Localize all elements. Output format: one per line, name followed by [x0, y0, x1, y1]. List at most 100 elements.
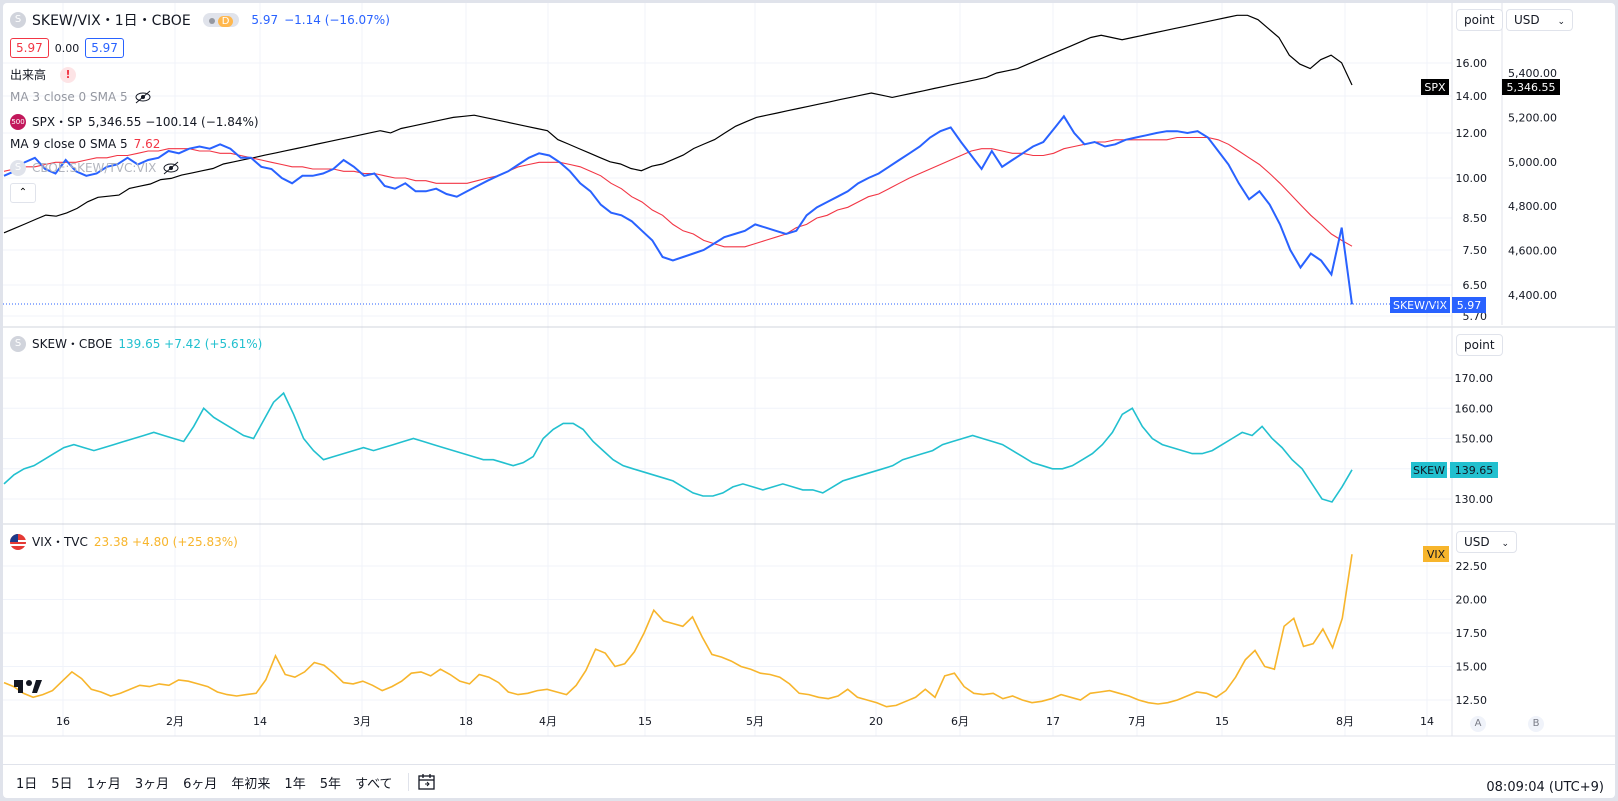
- spx-series-tag: [1421, 79, 1449, 95]
- ask-price[interactable]: 5.97: [85, 38, 124, 58]
- vix-axis-tick: 20.00: [1456, 594, 1488, 607]
- range-button[interactable]: 6ヶ月: [183, 776, 218, 792]
- vix-line[interactable]: [3, 554, 1353, 708]
- spx-value: 5,346.55 −100.14 (−1.84%): [87, 114, 259, 129]
- skew-axis-tick: 170.00: [1455, 372, 1494, 385]
- time-axis-tick: 16: [56, 715, 70, 728]
- spx-axis-tick: 4,400.00: [1508, 289, 1557, 302]
- usd-currency-button[interactable]: USD ⌄: [1506, 9, 1574, 31]
- time-axis-tick: 8月: [1336, 715, 1354, 728]
- hidden-eye-icon[interactable]: [162, 161, 180, 175]
- skew-axis-tick: 160.00: [1455, 402, 1494, 415]
- spx-series-tag-text: SPX: [1424, 81, 1446, 94]
- compare-row[interactable]: S CBOE:SKEW/TVC:VIX: [10, 160, 180, 176]
- warning-icon[interactable]: !: [60, 66, 77, 83]
- bid-price[interactable]: 5.97: [10, 38, 49, 58]
- ma9-value: 7.62: [133, 137, 161, 151]
- market-status-badge[interactable]: D: [202, 13, 240, 27]
- last-price: 5.97: [251, 13, 279, 27]
- spx-price-tag-text: 5,346.55: [1507, 81, 1556, 94]
- spx-axis-tick: 4,800.00: [1508, 200, 1557, 213]
- ratio-price-tag: [1452, 297, 1486, 313]
- vix-axis-tick: 15.00: [1456, 661, 1488, 674]
- ratio-axis-tick: 12.00: [1456, 127, 1488, 140]
- spx-line[interactable]: [3, 14, 1353, 234]
- compare-logo-icon: S: [10, 160, 26, 176]
- spread-value: 0.00: [54, 41, 80, 55]
- symbol-title[interactable]: SKEW/VIX・1日・CBOE: [32, 13, 191, 29]
- status-dot-icon: [208, 18, 215, 24]
- pane-dividers: [3, 3, 1615, 737]
- vix-axis-tick: 22.50: [1456, 560, 1488, 573]
- range-button[interactable]: 3ヶ月: [134, 776, 170, 792]
- skew-legend[interactable]: S SKEW・CBOE 139.65 +7.42 (+5.61%): [10, 335, 268, 352]
- price-change: −1.14 (−16.07%): [284, 13, 390, 27]
- calendar-goto-icon[interactable]: [417, 772, 437, 792]
- vix-series-tag-text: VIX: [1427, 548, 1446, 561]
- ratio-axis-tick: 16.00: [1456, 57, 1488, 70]
- usd-label: USD: [1514, 13, 1540, 27]
- daily-badge: D: [217, 16, 234, 27]
- skew-axis-tick: 150.00: [1455, 433, 1494, 446]
- time-axis-tick: 3月: [353, 715, 371, 728]
- chevron-down-icon: ⌄: [1501, 539, 1510, 549]
- volume-row[interactable]: 出来高 !: [10, 66, 82, 83]
- skew-axis-tick: 130.00: [1455, 493, 1494, 506]
- hidden-eye-icon[interactable]: [134, 90, 152, 104]
- skew-price-tag: [1450, 462, 1498, 478]
- compare-label: CBOE:SKEW/TVC:VIX: [32, 161, 157, 175]
- vix-axis-tick: 12.50: [1456, 694, 1488, 707]
- time-axis-tick: 18: [459, 715, 473, 728]
- ratio-axis-tick: 8.50: [1463, 212, 1488, 225]
- spx-axis-tick: 4,600.00: [1508, 245, 1557, 258]
- range-button[interactable]: すべて: [354, 776, 393, 792]
- skew-title: SKEW・CBOE: [32, 337, 113, 351]
- time-axis-tick: 17: [1046, 715, 1060, 728]
- chevron-down-icon: ⌄: [1557, 17, 1566, 27]
- spx-label: SPX・SP: [32, 115, 82, 129]
- usd-currency-button-vix[interactable]: USD ⌄: [1456, 531, 1518, 553]
- time-axis-tick: 15: [1215, 715, 1229, 728]
- ma3-label: MA 3 close 0 SMA 5: [10, 90, 128, 104]
- grid-layer: [3, 3, 1452, 736]
- ma9-label: MA 9 close 0 SMA 5: [10, 137, 128, 151]
- time-axis-tick: 14: [253, 715, 267, 728]
- time-axis-tick: 14: [1420, 715, 1434, 728]
- tradingview-logo-icon[interactable]: [14, 680, 42, 693]
- spx-logo-icon: 500: [10, 113, 26, 130]
- skew-vix-line[interactable]: [3, 114, 1353, 305]
- spx-row[interactable]: 500 SPX・SP 5,346.55 −100.14 (−1.84%): [10, 113, 265, 130]
- range-button[interactable]: 1年: [284, 776, 306, 792]
- clock-readout[interactable]: 08:09:04 (UTC+9): [1486, 780, 1604, 795]
- range-button[interactable]: 5日: [51, 776, 73, 792]
- ma9-line[interactable]: [3, 136, 1353, 248]
- range-button[interactable]: 1ヶ月: [86, 776, 121, 792]
- auto-scale-button[interactable]: A: [1470, 716, 1486, 732]
- usd-label: USD: [1464, 535, 1490, 549]
- ma3-row[interactable]: MA 3 close 0 SMA 5: [10, 90, 152, 104]
- range-button[interactable]: 年初来: [231, 776, 271, 792]
- ratio-axis-tick: 5.70: [1463, 310, 1488, 323]
- vix-series-tag: [1423, 546, 1449, 562]
- skew-value: 139.65 +7.42 (+5.61%): [118, 336, 263, 351]
- ma9-row[interactable]: MA 9 close 0 SMA 5 7.62: [10, 137, 166, 151]
- range-button[interactable]: 5年: [319, 776, 341, 792]
- bid-ask-row: 5.97 0.00 5.97: [10, 38, 130, 58]
- collapse-legend-button[interactable]: ⌃: [10, 183, 36, 203]
- vix-legend[interactable]: VIX・TVC 23.38 +4.80 (+25.83%): [10, 533, 244, 550]
- ratio-axis-tick: 7.50: [1463, 244, 1488, 257]
- time-axis-tick: 15: [638, 715, 652, 728]
- point-scale-button-skew[interactable]: point: [1456, 334, 1503, 356]
- skew-line[interactable]: [3, 391, 1353, 503]
- ratio-axis-tick: 10.00: [1456, 172, 1488, 185]
- time-axis-tick: 4月: [539, 715, 557, 728]
- volume-label: 出来高: [10, 68, 47, 82]
- log-scale-button[interactable]: B: [1528, 716, 1544, 732]
- time-axis-tick: 5月: [746, 715, 764, 728]
- axis-layer: 16.00 14.00 12.00 10.00 8.50 7.50 6.50 5.70 5,40…: [56, 57, 1560, 728]
- point-scale-button[interactable]: point: [1456, 9, 1503, 31]
- range-button[interactable]: 1日: [16, 776, 38, 792]
- toolbar-divider: [407, 773, 409, 791]
- range-buttons: 1日 5日 1ヶ月 3ヶ月 6ヶ月 年初来 1年 5年 すべて: [9, 773, 400, 792]
